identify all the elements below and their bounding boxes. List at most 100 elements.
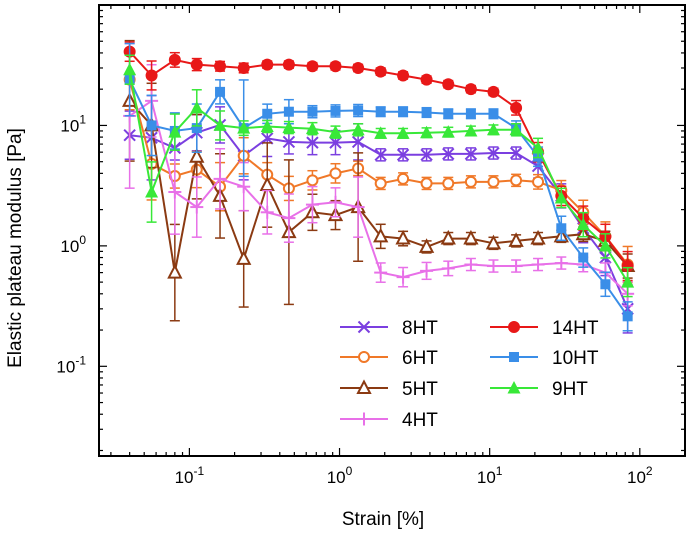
data-point	[262, 108, 273, 119]
data-point	[397, 69, 410, 82]
data-point	[554, 256, 568, 270]
data-point	[374, 177, 387, 190]
legend-label: 9HT	[552, 379, 588, 400]
x-tick-label: 10-1	[175, 464, 205, 487]
data-point	[420, 264, 434, 278]
data-point	[236, 250, 252, 265]
data-point	[373, 227, 389, 243]
data-point	[328, 195, 342, 209]
data-point	[305, 121, 319, 135]
legend-label: 10HT	[552, 348, 599, 369]
data-point	[396, 148, 410, 162]
data-point	[485, 234, 502, 250]
legend-item-4HT: 4HT	[340, 410, 438, 431]
legend-marker	[507, 381, 521, 394]
data-point	[191, 123, 202, 134]
data-point	[464, 147, 478, 161]
legend-item-6HT: 6HT	[340, 348, 438, 369]
data-point	[531, 258, 545, 272]
data-point	[330, 105, 341, 116]
data-point	[306, 174, 319, 187]
legend-marker	[356, 379, 372, 394]
data-point	[532, 175, 545, 188]
data-point	[282, 58, 295, 71]
data-point	[189, 148, 205, 163]
data-point	[465, 108, 476, 119]
x-tick-label: 101	[477, 464, 503, 487]
data-point	[396, 126, 410, 139]
data-point	[398, 106, 409, 117]
data-point	[600, 279, 611, 290]
data-point	[190, 200, 204, 214]
legend-marker	[508, 321, 520, 333]
legend-item-5HT: 5HT	[340, 379, 438, 400]
legend-label: 4HT	[402, 410, 438, 431]
data-point	[146, 120, 157, 131]
data-point	[442, 78, 455, 91]
data-point	[351, 122, 365, 136]
data-point	[168, 185, 182, 199]
data-point	[352, 61, 365, 74]
data-point	[329, 60, 342, 73]
legend-marker	[509, 352, 519, 362]
legend-label: 14HT	[552, 318, 599, 339]
data-point	[556, 223, 567, 234]
data-point	[441, 261, 455, 275]
data-point	[213, 118, 227, 131]
data-point	[464, 175, 477, 188]
data-point	[418, 238, 435, 253]
data-point	[420, 177, 433, 190]
data-point	[283, 106, 294, 117]
data-point	[530, 229, 546, 245]
data-point	[578, 252, 589, 263]
data-point	[351, 200, 365, 214]
legend-item-14HT: 14HT	[490, 318, 599, 339]
legend-item-10HT: 10HT	[490, 348, 599, 369]
data-point	[508, 232, 524, 247]
axes: 10-1 100 101 102 10-1 100 101	[56, 4, 686, 487]
y-tick-label: 10-1	[56, 353, 86, 376]
data-point	[215, 86, 226, 97]
legend-label: 6HT	[402, 348, 438, 369]
data-point	[145, 185, 159, 198]
data-point	[190, 58, 203, 71]
legend-label: 5HT	[402, 379, 438, 400]
data-point	[487, 175, 500, 188]
data-point	[282, 135, 296, 149]
data-point	[510, 174, 523, 187]
data-point	[487, 85, 500, 98]
x-axis-title: Strain [%]	[342, 509, 424, 530]
data-point	[486, 259, 500, 273]
data-point	[443, 108, 454, 119]
data-point	[329, 167, 342, 180]
data-point	[396, 270, 410, 284]
data-point	[421, 107, 432, 118]
x-tick-label: 102	[627, 464, 653, 487]
data-point	[168, 53, 181, 66]
data-point	[464, 83, 477, 96]
data-point	[488, 108, 499, 119]
data-point	[168, 125, 182, 138]
data-point	[442, 147, 455, 161]
data-point	[598, 238, 612, 252]
data-point	[260, 205, 274, 219]
data-point	[374, 126, 388, 139]
legend-marker	[358, 351, 370, 363]
x-tick-label: 100	[327, 464, 353, 487]
data-point	[487, 146, 500, 160]
data-point	[305, 198, 319, 212]
data-point	[374, 148, 387, 162]
data-point	[554, 190, 568, 204]
data-point	[123, 62, 137, 76]
data-point	[464, 123, 478, 137]
data-point	[282, 211, 296, 225]
legend-marker	[357, 412, 371, 426]
data-point	[306, 136, 319, 149]
data-point	[531, 140, 545, 154]
data-point	[509, 146, 523, 160]
data-point	[329, 136, 342, 149]
y-axis-title: Elastic plateau modulus [Pa]	[5, 128, 26, 368]
data-point	[213, 172, 227, 186]
data-point	[261, 132, 274, 145]
data-point	[351, 135, 365, 149]
